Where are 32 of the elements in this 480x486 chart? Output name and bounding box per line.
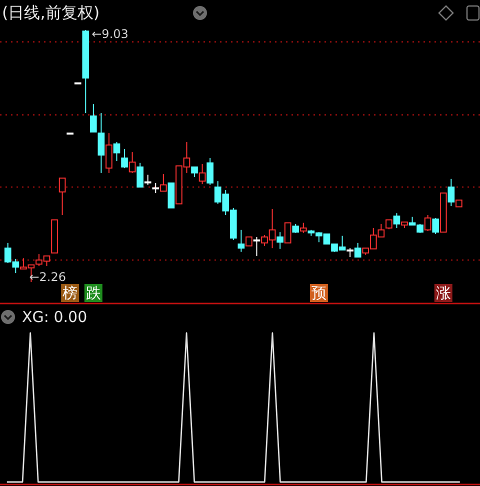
text: 涨: [436, 284, 451, 302]
candlestick: [393, 212, 400, 229]
candlestick: [106, 132, 112, 174]
candlestick: [276, 232, 284, 250]
chart-title: XG: 0.00: [22, 308, 88, 326]
candlestick: [386, 219, 392, 230]
candlestick: [424, 214, 432, 232]
candlestick: [121, 148, 128, 169]
candlestick: [238, 229, 245, 252]
candlestick: [144, 174, 152, 186]
candlestick: [160, 174, 167, 192]
candlestick: [128, 152, 136, 174]
candlestick: [136, 162, 144, 188]
candlestick: [113, 142, 120, 162]
text: 榜: [62, 284, 78, 302]
candlestick: [253, 236, 260, 256]
candlestick: [300, 222, 307, 234]
text: 预: [311, 284, 326, 302]
candlestick: [448, 178, 455, 207]
candlestick: [354, 242, 362, 258]
candlestick: [432, 217, 440, 234]
text: 跌: [86, 284, 101, 302]
candlestick: [90, 104, 97, 132]
candlestick: [58, 178, 66, 216]
candlestick: [198, 164, 206, 185]
candlestick: [98, 112, 105, 174]
candlestick: [206, 158, 214, 186]
chart-title: (日线,前复权): [2, 3, 100, 22]
candlestick: [152, 182, 160, 194]
annotation: ←9.03: [92, 27, 128, 41]
candlestick: [191, 166, 198, 178]
candlestick: [284, 222, 292, 244]
